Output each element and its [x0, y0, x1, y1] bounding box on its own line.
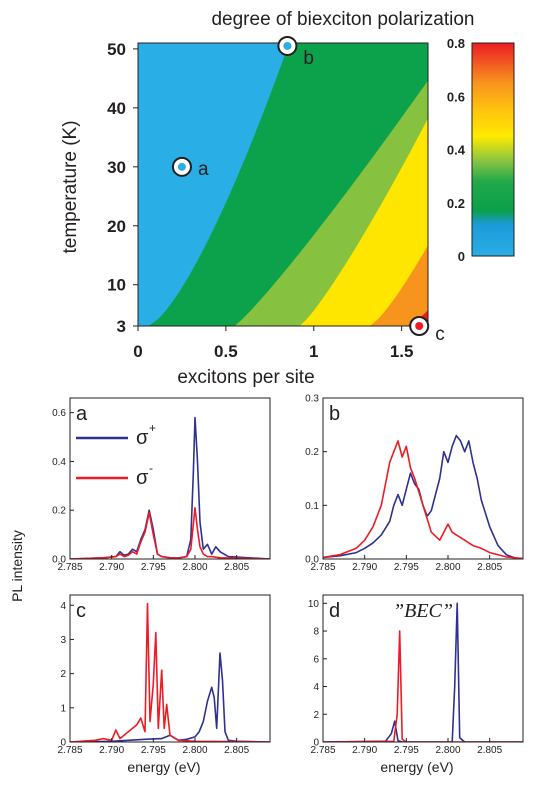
colorbar-ticks: 0 0.2 0.4 0.6 0.8 [447, 36, 466, 264]
heatmap-y-tick-label: 20 [107, 217, 126, 236]
spectrum-x-tick-label: 2.795 [394, 745, 419, 756]
spectrum-x-tick-label: 2.805 [477, 562, 502, 573]
point-marker-dot-b [283, 41, 292, 50]
spectrum-x-tick-label: 2.785 [310, 745, 335, 756]
spectrum-x-tick-label: 2.785 [57, 745, 82, 756]
heatmap-region-yellow [299, 118, 428, 326]
spectrum-y-tick-label: 0.0 [52, 555, 66, 566]
spectrum-x-tick-label: 2.795 [141, 745, 166, 756]
spectrum-x-axis-label: energy (eV) [127, 759, 200, 775]
spectrum-a-series-sigma-minus [70, 506, 270, 559]
heatmap-y-tick-label: 50 [107, 40, 126, 59]
spectrum-y-tick-label: 8 [313, 627, 319, 638]
heatmap-x-axis-label: excitons per site [177, 367, 314, 388]
spectrum-annotation: ”BEC” [393, 600, 453, 622]
spectrum-x-tick-label: 2.790 [99, 562, 124, 573]
colorbar-tick-label: 0.8 [447, 36, 465, 51]
spectrum-x-tick-label: 2.790 [352, 745, 377, 756]
heatmap-y-tick-label: 10 [107, 276, 126, 295]
heatmap-y-tick-label: 3 [117, 317, 126, 336]
heatmap-markers: a b c [171, 35, 445, 345]
spectrum-x-tick-label: 2.790 [99, 745, 124, 756]
spectrum-y-tick-label: 0.2 [305, 447, 319, 458]
spectrum-b-series-sigma-plus [323, 434, 515, 559]
point-label-b: b [303, 48, 314, 69]
heatmap-y-axis-label: temperature (K) [60, 120, 81, 253]
spectrum-y-tick-label: 0.1 [305, 501, 319, 512]
heatmap-axes: 0 0.5 1 1.5 3 10 20 30 40 50 [107, 40, 413, 361]
heatmap-x-tick-label: 0.5 [214, 342, 238, 361]
spectrum-a-frame [69, 397, 271, 560]
spectrum-panel-letter: b [329, 403, 340, 425]
spectrum-y-tick-label: 2 [60, 669, 66, 680]
spectrum-y-tick-label: 0.3 [305, 394, 319, 405]
spectrum-x-tick-label: 2.800 [182, 745, 207, 756]
spectrum-y-tick-label: 10 [308, 599, 320, 610]
spectrum-d-series-sigma-plus [323, 602, 523, 742]
point-marker-dot-a [177, 162, 186, 171]
spectrum-y-tick-label: 4 [60, 601, 66, 612]
spectrum-y-tick-label: 0.0 [305, 555, 319, 566]
spectrum-x-tick-label: 2.785 [57, 562, 82, 573]
legend-label-superscript: + [149, 421, 156, 435]
spectrum-y-tick-label: 1 [60, 703, 66, 714]
spectrum-x-tick-label: 2.785 [310, 562, 335, 573]
spectrum-x-tick-label: 2.805 [224, 562, 249, 573]
legend-label-superscript: - [149, 461, 153, 475]
shared-y-axis-label: PL intensity [9, 530, 25, 602]
colorbar [471, 42, 515, 257]
heatmap-y-tick-label: 40 [107, 99, 126, 118]
spectrum-panel-letter: c [76, 600, 86, 622]
spectrum-y-tick-label: 0.6 [52, 408, 66, 419]
spectrum-y-tick-label: 4 [313, 682, 319, 693]
colorbar-tick-label: 0.4 [447, 143, 466, 158]
spectrum-y-tick-label: 0 [313, 738, 319, 749]
spectrum-b-series-sigma-minus [323, 440, 523, 559]
heatmap-x-tick-label: 1.5 [390, 342, 414, 361]
point-marker-dot-c [415, 322, 424, 330]
spectrum-panel-letter: a [76, 403, 88, 425]
colorbar-tick-label: 0 [458, 249, 465, 264]
heatmap-region-orange [370, 245, 428, 326]
legend-label: σ [136, 427, 149, 449]
spectrum-d-frame [322, 594, 524, 743]
spectrum-panel-c: 2.785 2.790 2.795 2.800 2.805 0 1 2 3 4 c energy (e… [57, 594, 271, 775]
spectrum-y-tick-label: 6 [313, 654, 319, 665]
heatmap-plot [138, 43, 428, 326]
spectrum-x-tick-label: 2.800 [435, 562, 460, 573]
spectrum-y-tick-label: 2 [313, 710, 319, 721]
spectrum-d-series-sigma-minus [323, 630, 523, 742]
heatmap-y-tick-label: 30 [107, 158, 126, 177]
spectrum-x-tick-label: 2.800 [435, 745, 460, 756]
point-label-c: c [435, 324, 445, 345]
spectrum-x-tick-label: 2.805 [224, 745, 249, 756]
legend-label: σ [136, 467, 149, 489]
spectrum-y-tick-label: 0.2 [52, 506, 66, 517]
spectrum-c-series-sigma-minus [70, 602, 270, 742]
spectrum-x-tick-label: 2.805 [477, 745, 502, 756]
spectrum-panel-d: 2.785 2.790 2.795 2.800 2.805 0 2 4 6 8 10 d energy … [308, 594, 524, 775]
point-label-a: a [198, 159, 209, 180]
colorbar-tick-label: 0.2 [447, 196, 465, 211]
spectrum-c-series-sigma-plus [70, 652, 270, 742]
spectrum-x-axis-label: energy (eV) [380, 759, 453, 775]
spectrum-x-tick-label: 2.795 [141, 562, 166, 573]
heatmap-x-tick-label: 0 [133, 342, 142, 361]
spectrum-x-tick-label: 2.800 [182, 562, 207, 573]
spectrum-y-tick-label: 0.4 [52, 457, 66, 468]
spectrum-panel-b: 2.785 2.790 2.795 2.800 2.805 0.0 0.1 0.2 0.3 b [305, 394, 524, 573]
colorbar-tick-label: 0.6 [447, 89, 465, 104]
heatmap-title: degree of biexciton polarization [211, 9, 474, 30]
spectrum-x-tick-label: 2.795 [394, 562, 419, 573]
spectrum-x-tick-label: 2.790 [352, 562, 377, 573]
spectrum-c-frame [69, 594, 271, 743]
spectrum-b-frame [322, 397, 524, 560]
heatmap-x-tick-label: 1 [309, 342, 318, 361]
spectrum-y-tick-label: 3 [60, 635, 66, 646]
spectrum-y-tick-label: 0 [60, 738, 66, 749]
spectrum-panel-letter: d [329, 600, 340, 622]
